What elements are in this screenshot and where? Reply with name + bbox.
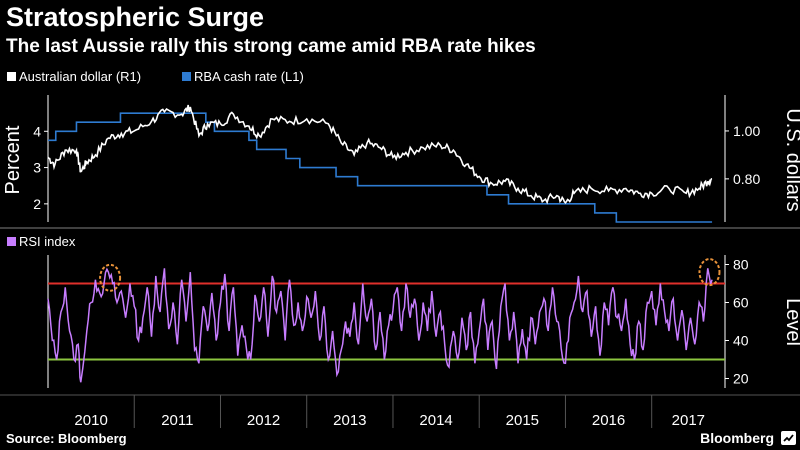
right-axis-title: U.S. dollars bbox=[782, 108, 800, 211]
legend-top: Australian dollar (R1) RBA cash rate (L1… bbox=[7, 69, 304, 84]
left-tick-label: 2 bbox=[33, 196, 41, 212]
bottom-tick-label: 20 bbox=[733, 371, 749, 387]
legend-rba-swatch bbox=[182, 72, 191, 81]
top-plot-area: 2 3 4 0.80 1.00 Percent U.S. dollars bbox=[2, 95, 800, 223]
source-note: Source: Bloomberg bbox=[6, 431, 127, 446]
legend-bottom: RSI index bbox=[7, 234, 76, 249]
right-tick-label: 1.00 bbox=[733, 123, 760, 139]
legend-rsi-swatch bbox=[7, 237, 16, 246]
legend-aud-label: Australian dollar (R1) bbox=[19, 69, 141, 84]
bloomberg-logo-icon bbox=[781, 431, 796, 445]
bottom-axis-title: Level bbox=[782, 298, 800, 346]
year-label-2011: 2011 bbox=[161, 412, 193, 429]
year-label-2015: 2015 bbox=[506, 412, 539, 429]
bottom-plot-area: 20 40 60 80 Level bbox=[47, 255, 800, 388]
bottom-tick-label: 40 bbox=[733, 333, 749, 349]
highlight-circle bbox=[698, 258, 721, 287]
chart-subtitle: The last Aussie rally this strong came a… bbox=[6, 36, 536, 57]
rba-cash-rate-series-line bbox=[48, 112, 713, 223]
x-axis: 2010 2011 2012 2013 2014 2015 2016 2017 bbox=[0, 394, 800, 429]
year-label-2016: 2016 bbox=[592, 412, 625, 429]
rsi-series-line bbox=[47, 267, 713, 383]
year-label-2014: 2014 bbox=[419, 412, 452, 429]
year-label-2010: 2010 bbox=[74, 412, 107, 429]
right-tick-label: 0.80 bbox=[733, 171, 760, 187]
legend-rsi-label: RSI index bbox=[19, 234, 76, 249]
bottom-tick-label: 80 bbox=[733, 257, 749, 273]
year-label-2017: 2017 bbox=[672, 412, 705, 429]
bottom-tick-label: 60 bbox=[733, 295, 749, 311]
legend-rba-label: RBA cash rate (L1) bbox=[194, 69, 304, 84]
highlight-circle bbox=[99, 263, 122, 292]
left-axis-title: Percent bbox=[2, 125, 24, 194]
year-label-2013: 2013 bbox=[333, 412, 366, 429]
left-tick-label: 4 bbox=[33, 123, 41, 139]
left-tick-label: 3 bbox=[33, 160, 41, 176]
chart-title: Stratospheric Surge bbox=[6, 2, 265, 32]
year-label-2012: 2012 bbox=[247, 412, 280, 429]
legend-aud-swatch bbox=[7, 72, 16, 81]
aud-series-line bbox=[47, 104, 713, 205]
bloomberg-logo-text: Bloomberg bbox=[700, 430, 774, 446]
